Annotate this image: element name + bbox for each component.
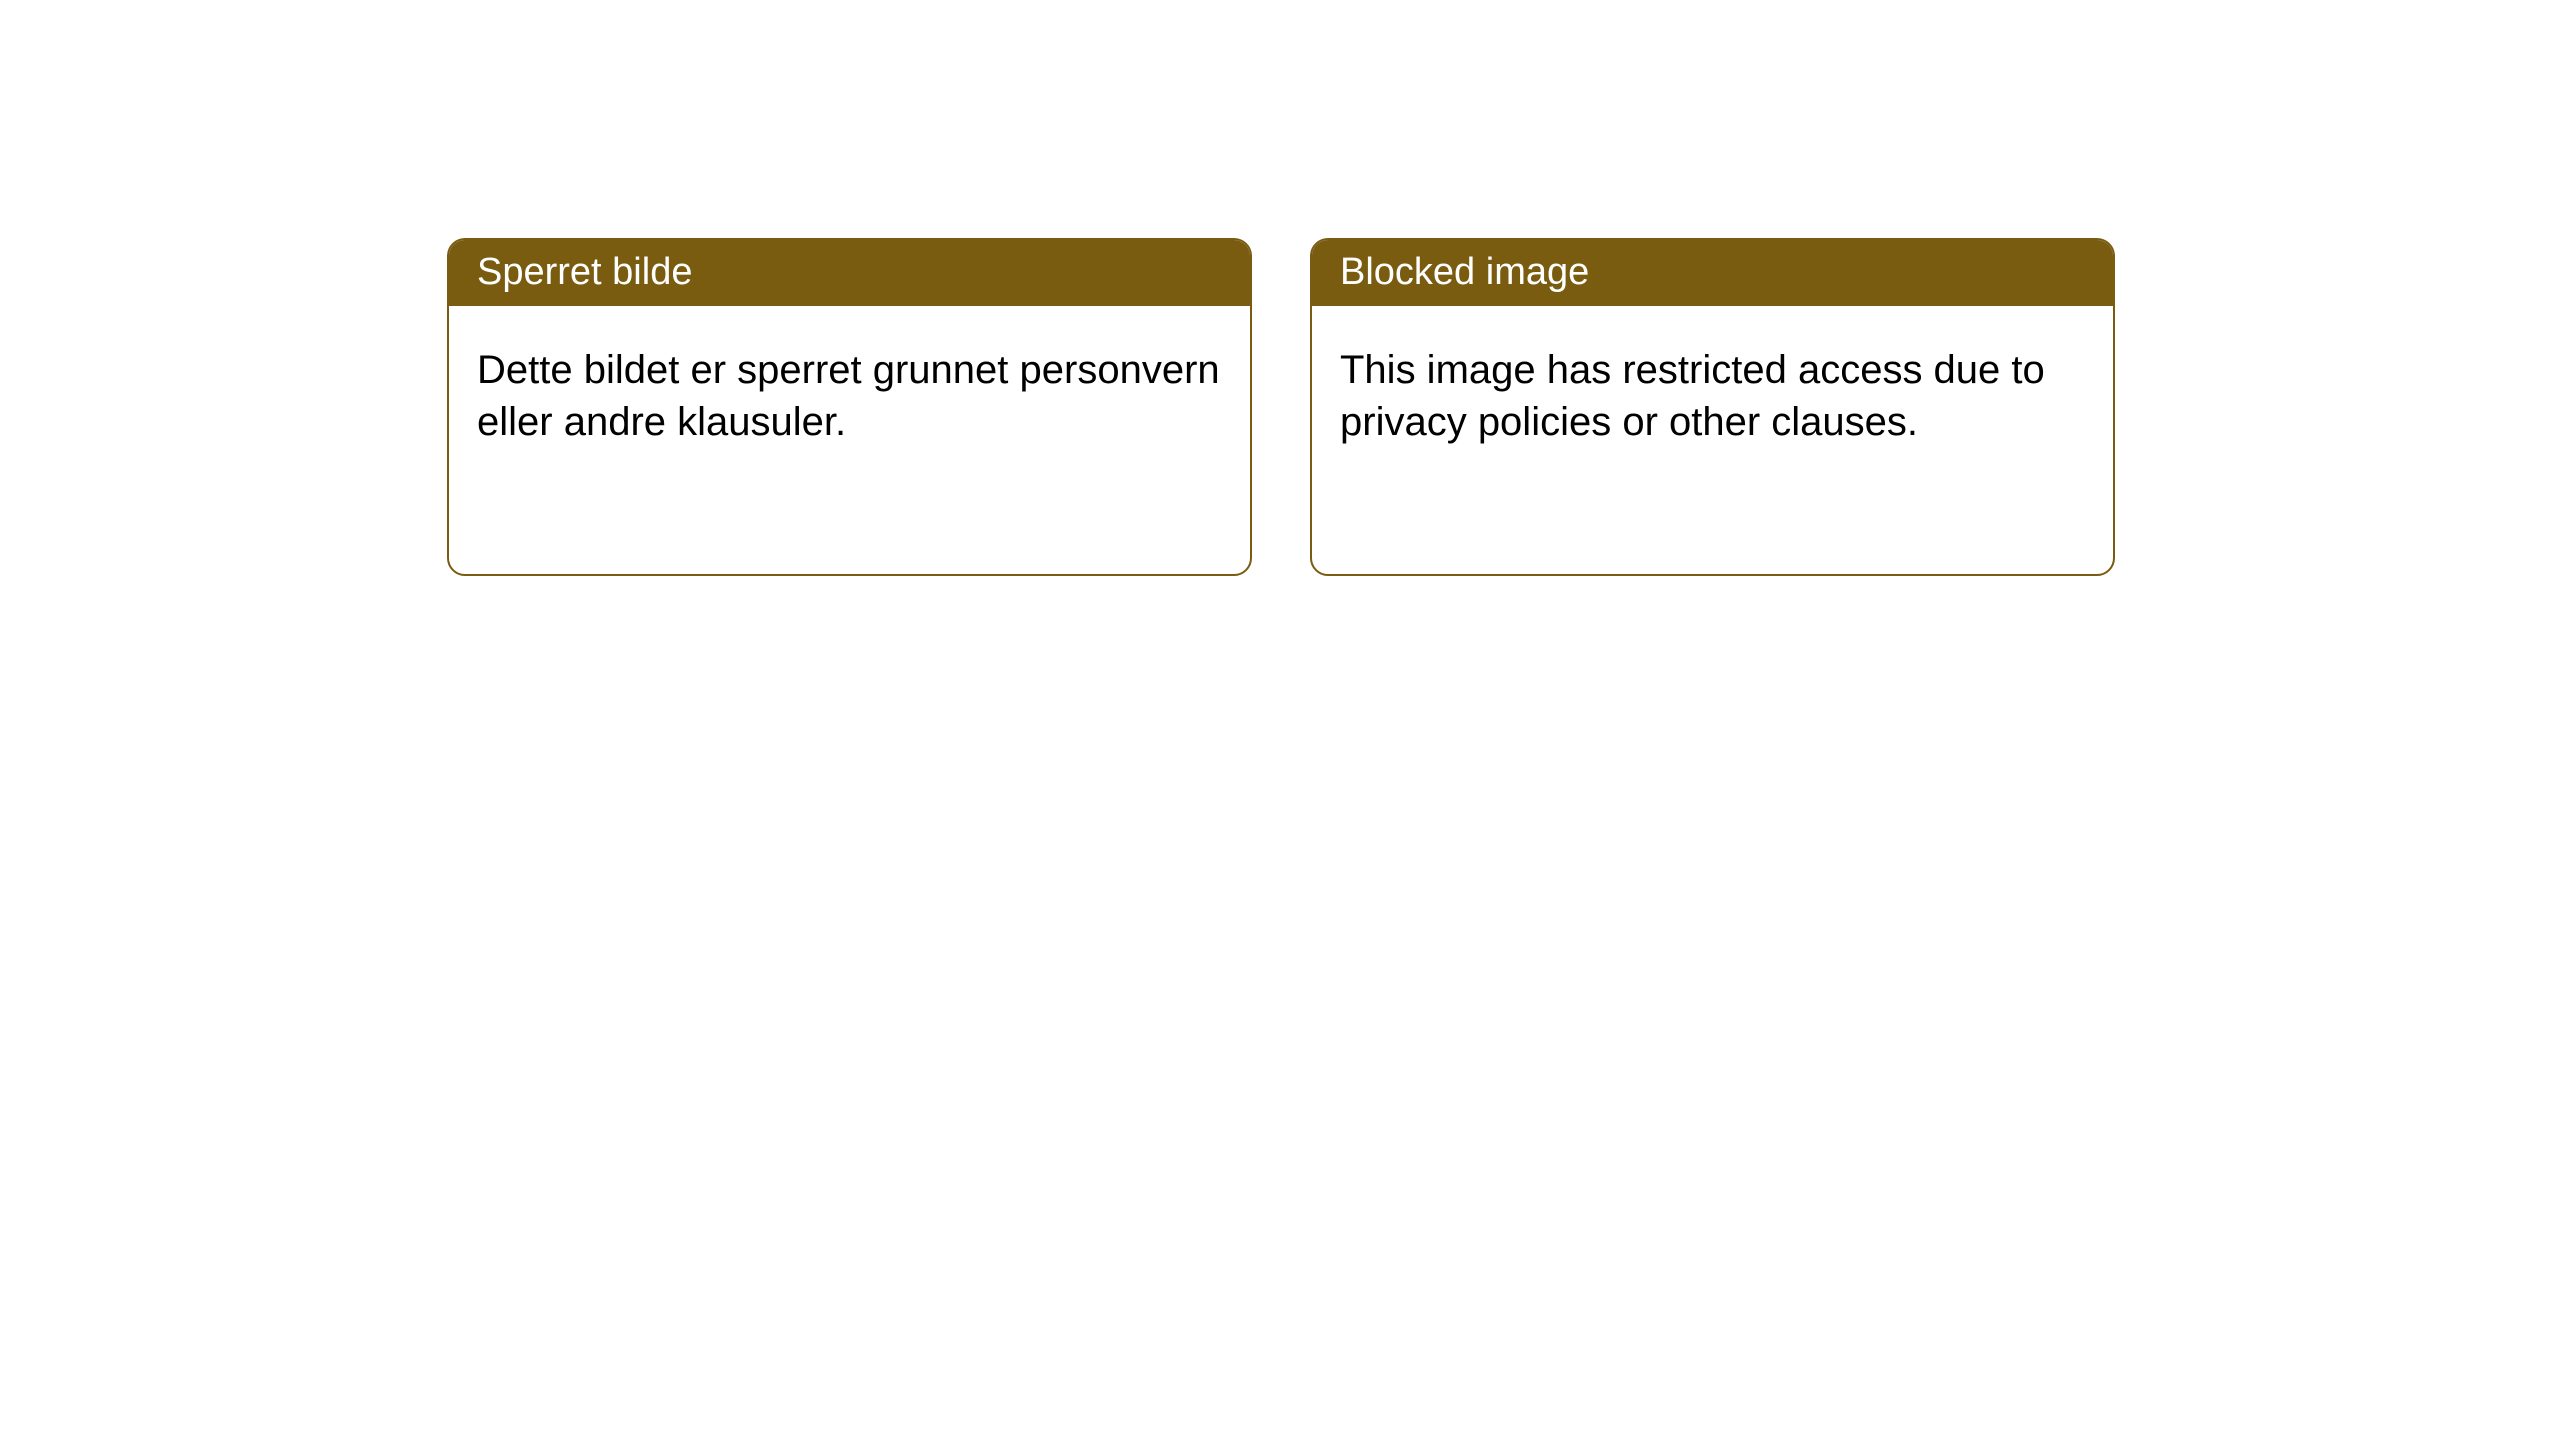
card-header: Blocked image [1312, 240, 2113, 306]
card-body-text: This image has restricted access due to … [1340, 348, 2045, 444]
card-title: Blocked image [1340, 251, 1589, 293]
card-body: This image has restricted access due to … [1312, 306, 2113, 486]
notice-container: Sperret bilde Dette bildet er sperret gr… [447, 238, 2115, 576]
card-title: Sperret bilde [477, 251, 692, 293]
card-body-text: Dette bildet er sperret grunnet personve… [477, 348, 1220, 444]
notice-card-english: Blocked image This image has restricted … [1310, 238, 2115, 576]
card-body: Dette bildet er sperret grunnet personve… [449, 306, 1250, 486]
card-header: Sperret bilde [449, 240, 1250, 306]
notice-card-norwegian: Sperret bilde Dette bildet er sperret gr… [447, 238, 1252, 576]
